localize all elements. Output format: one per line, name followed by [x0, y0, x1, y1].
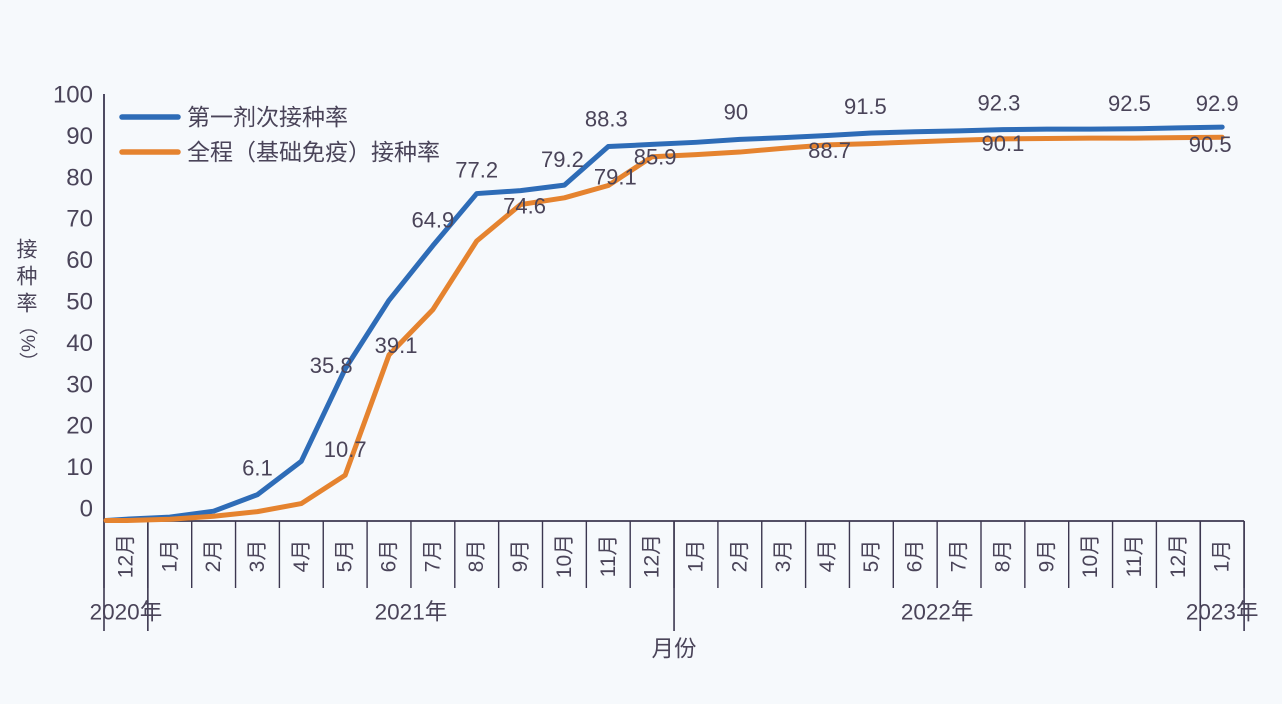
month-label: 2月 [728, 540, 751, 573]
data-label-full-course: 79.1 [594, 165, 637, 190]
y-tick-label: 80 [66, 164, 93, 191]
y-tick-label: 50 [66, 289, 93, 316]
month-label: 5月 [860, 540, 883, 573]
data-label-full-course: 90.1 [982, 131, 1025, 156]
y-tick-label: 10 [66, 454, 93, 481]
month-label: 4月 [816, 540, 839, 573]
data-label-full-course: 10.7 [324, 437, 367, 462]
month-label: 11月 [1123, 535, 1146, 578]
month-label: 12月 [114, 534, 137, 578]
data-label-full-course: 74.6 [503, 194, 546, 219]
month-label: 1月 [684, 540, 707, 573]
month-label: 11月 [597, 535, 620, 578]
year-label: 2021年 [375, 600, 448, 625]
month-label: 1月 [1211, 540, 1234, 573]
month-label: 6月 [904, 540, 927, 573]
y-tick-label: 40 [66, 330, 93, 357]
data-label-first-dose: 79.2 [541, 147, 584, 172]
month-label: 12月 [1167, 534, 1190, 578]
y-axis-title-unit: （%） [17, 316, 39, 371]
data-label-first-dose: 64.9 [411, 208, 454, 233]
data-label-full-course: 85.9 [634, 145, 677, 170]
month-label: 8月 [465, 540, 488, 573]
legend-label-full-course: 全程（基础免疫）接种率 [187, 139, 440, 165]
month-label: 4月 [290, 540, 313, 573]
year-label: 2022年 [901, 600, 974, 625]
y-axis-title: 种 [17, 266, 38, 289]
data-label-first-dose: 90 [724, 99, 748, 124]
data-label-first-dose: 92.5 [1108, 91, 1151, 116]
series-line-first-dose [103, 124, 1225, 523]
y-tick-label: 30 [66, 371, 93, 398]
data-label-full-course: 90.5 [1189, 132, 1232, 157]
month-label: 7月 [948, 540, 971, 573]
month-label: 9月 [509, 540, 532, 573]
y-tick-label: 70 [66, 206, 93, 233]
data-label-full-course: 88.7 [808, 138, 851, 163]
month-label: 10月 [553, 534, 576, 578]
data-label-first-dose: 91.5 [844, 94, 887, 119]
year-label: 2020年 [90, 600, 163, 625]
series-line-full-course [103, 134, 1225, 523]
data-label-first-dose: 6.1 [242, 456, 273, 481]
y-tick-label: 0 [80, 496, 93, 523]
data-label-first-dose: 92.9 [1196, 91, 1239, 116]
y-tick-label: 60 [66, 247, 93, 274]
y-axis-title: 率 [17, 293, 38, 316]
data-label-first-dose: 88.3 [585, 107, 628, 132]
data-label-first-dose: 35.8 [310, 353, 353, 378]
month-label: 10月 [1079, 534, 1102, 578]
y-tick-label: 20 [66, 413, 93, 440]
x-axis-title: 月份 [652, 637, 697, 662]
month-label: 8月 [991, 540, 1014, 573]
month-label: 6月 [378, 540, 401, 573]
month-label: 9月 [1035, 540, 1058, 573]
month-label: 12月 [641, 534, 664, 578]
data-label-full-course: 39.1 [375, 333, 418, 358]
month-label: 1月 [158, 540, 181, 573]
legend-label-first-dose: 第一剂次接种率 [187, 104, 348, 130]
month-label: 2月 [202, 540, 225, 573]
y-axis-title: 接 [17, 239, 38, 262]
month-label: 3月 [772, 540, 795, 573]
data-label-first-dose: 92.3 [978, 91, 1021, 116]
month-label: 5月 [334, 540, 357, 573]
y-tick-label: 100 [53, 82, 93, 109]
month-label: 7月 [421, 540, 444, 573]
data-label-first-dose: 77.2 [455, 158, 498, 183]
y-tick-label: 90 [66, 123, 93, 150]
month-label: 3月 [246, 540, 269, 573]
year-label: 2023年 [1186, 600, 1259, 625]
